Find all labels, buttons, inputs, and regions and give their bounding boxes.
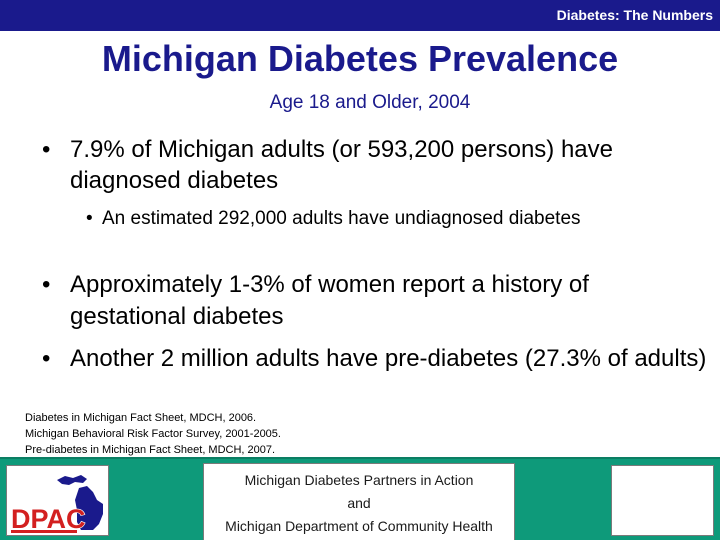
header-bar: Diabetes: The Numbers <box>0 0 720 31</box>
source-line: Michigan Behavioral Risk Factor Survey, … <box>25 428 281 440</box>
dpac-michigan-logo-icon: DPAC <box>10 475 103 535</box>
source-citations: Diabetes in Michigan Fact Sheet, MDCH, 2… <box>25 410 281 458</box>
header-label: Diabetes: The Numbers <box>556 7 713 23</box>
bullet-dot-icon: • <box>42 136 51 163</box>
bullet-text: Approximately 1-3% of women report a his… <box>70 271 589 330</box>
bullet-text: Another 2 million adults have pre-diabet… <box>70 345 707 372</box>
footer-line-2: and <box>347 495 371 511</box>
bullet-dot-icon: • <box>42 345 51 372</box>
dpac-logo: DPAC <box>6 465 109 536</box>
footer-bar: DPAC Michigan Diabetes Partners in Actio… <box>0 457 720 540</box>
source-line: Pre-diabetes in Michigan Fact Sheet, MDC… <box>25 444 276 456</box>
bullet-dot-icon: • <box>42 271 51 298</box>
source-line: Diabetes in Michigan Fact Sheet, MDCH, 2… <box>25 412 257 424</box>
footer-right-box <box>611 465 714 536</box>
footer-line-3: Michigan Department of Community Health <box>225 518 493 534</box>
logo-text: DPAC <box>11 504 86 534</box>
slide-title: Michigan Diabetes Prevalence <box>101 38 619 79</box>
footer-organizations: Michigan Diabetes Partners in Action and… <box>203 463 515 540</box>
bullet-dot-icon: • <box>86 208 93 229</box>
footer-line-1: Michigan Diabetes Partners in Action <box>244 472 474 488</box>
bullet-text: An estimated 292,000 adults have undiagn… <box>102 208 581 229</box>
bullet-text: 7.9% of Michigan adults (or 593,200 pers… <box>70 136 613 194</box>
slide-subtitle: Age 18 and Older, 2004 <box>269 92 471 113</box>
